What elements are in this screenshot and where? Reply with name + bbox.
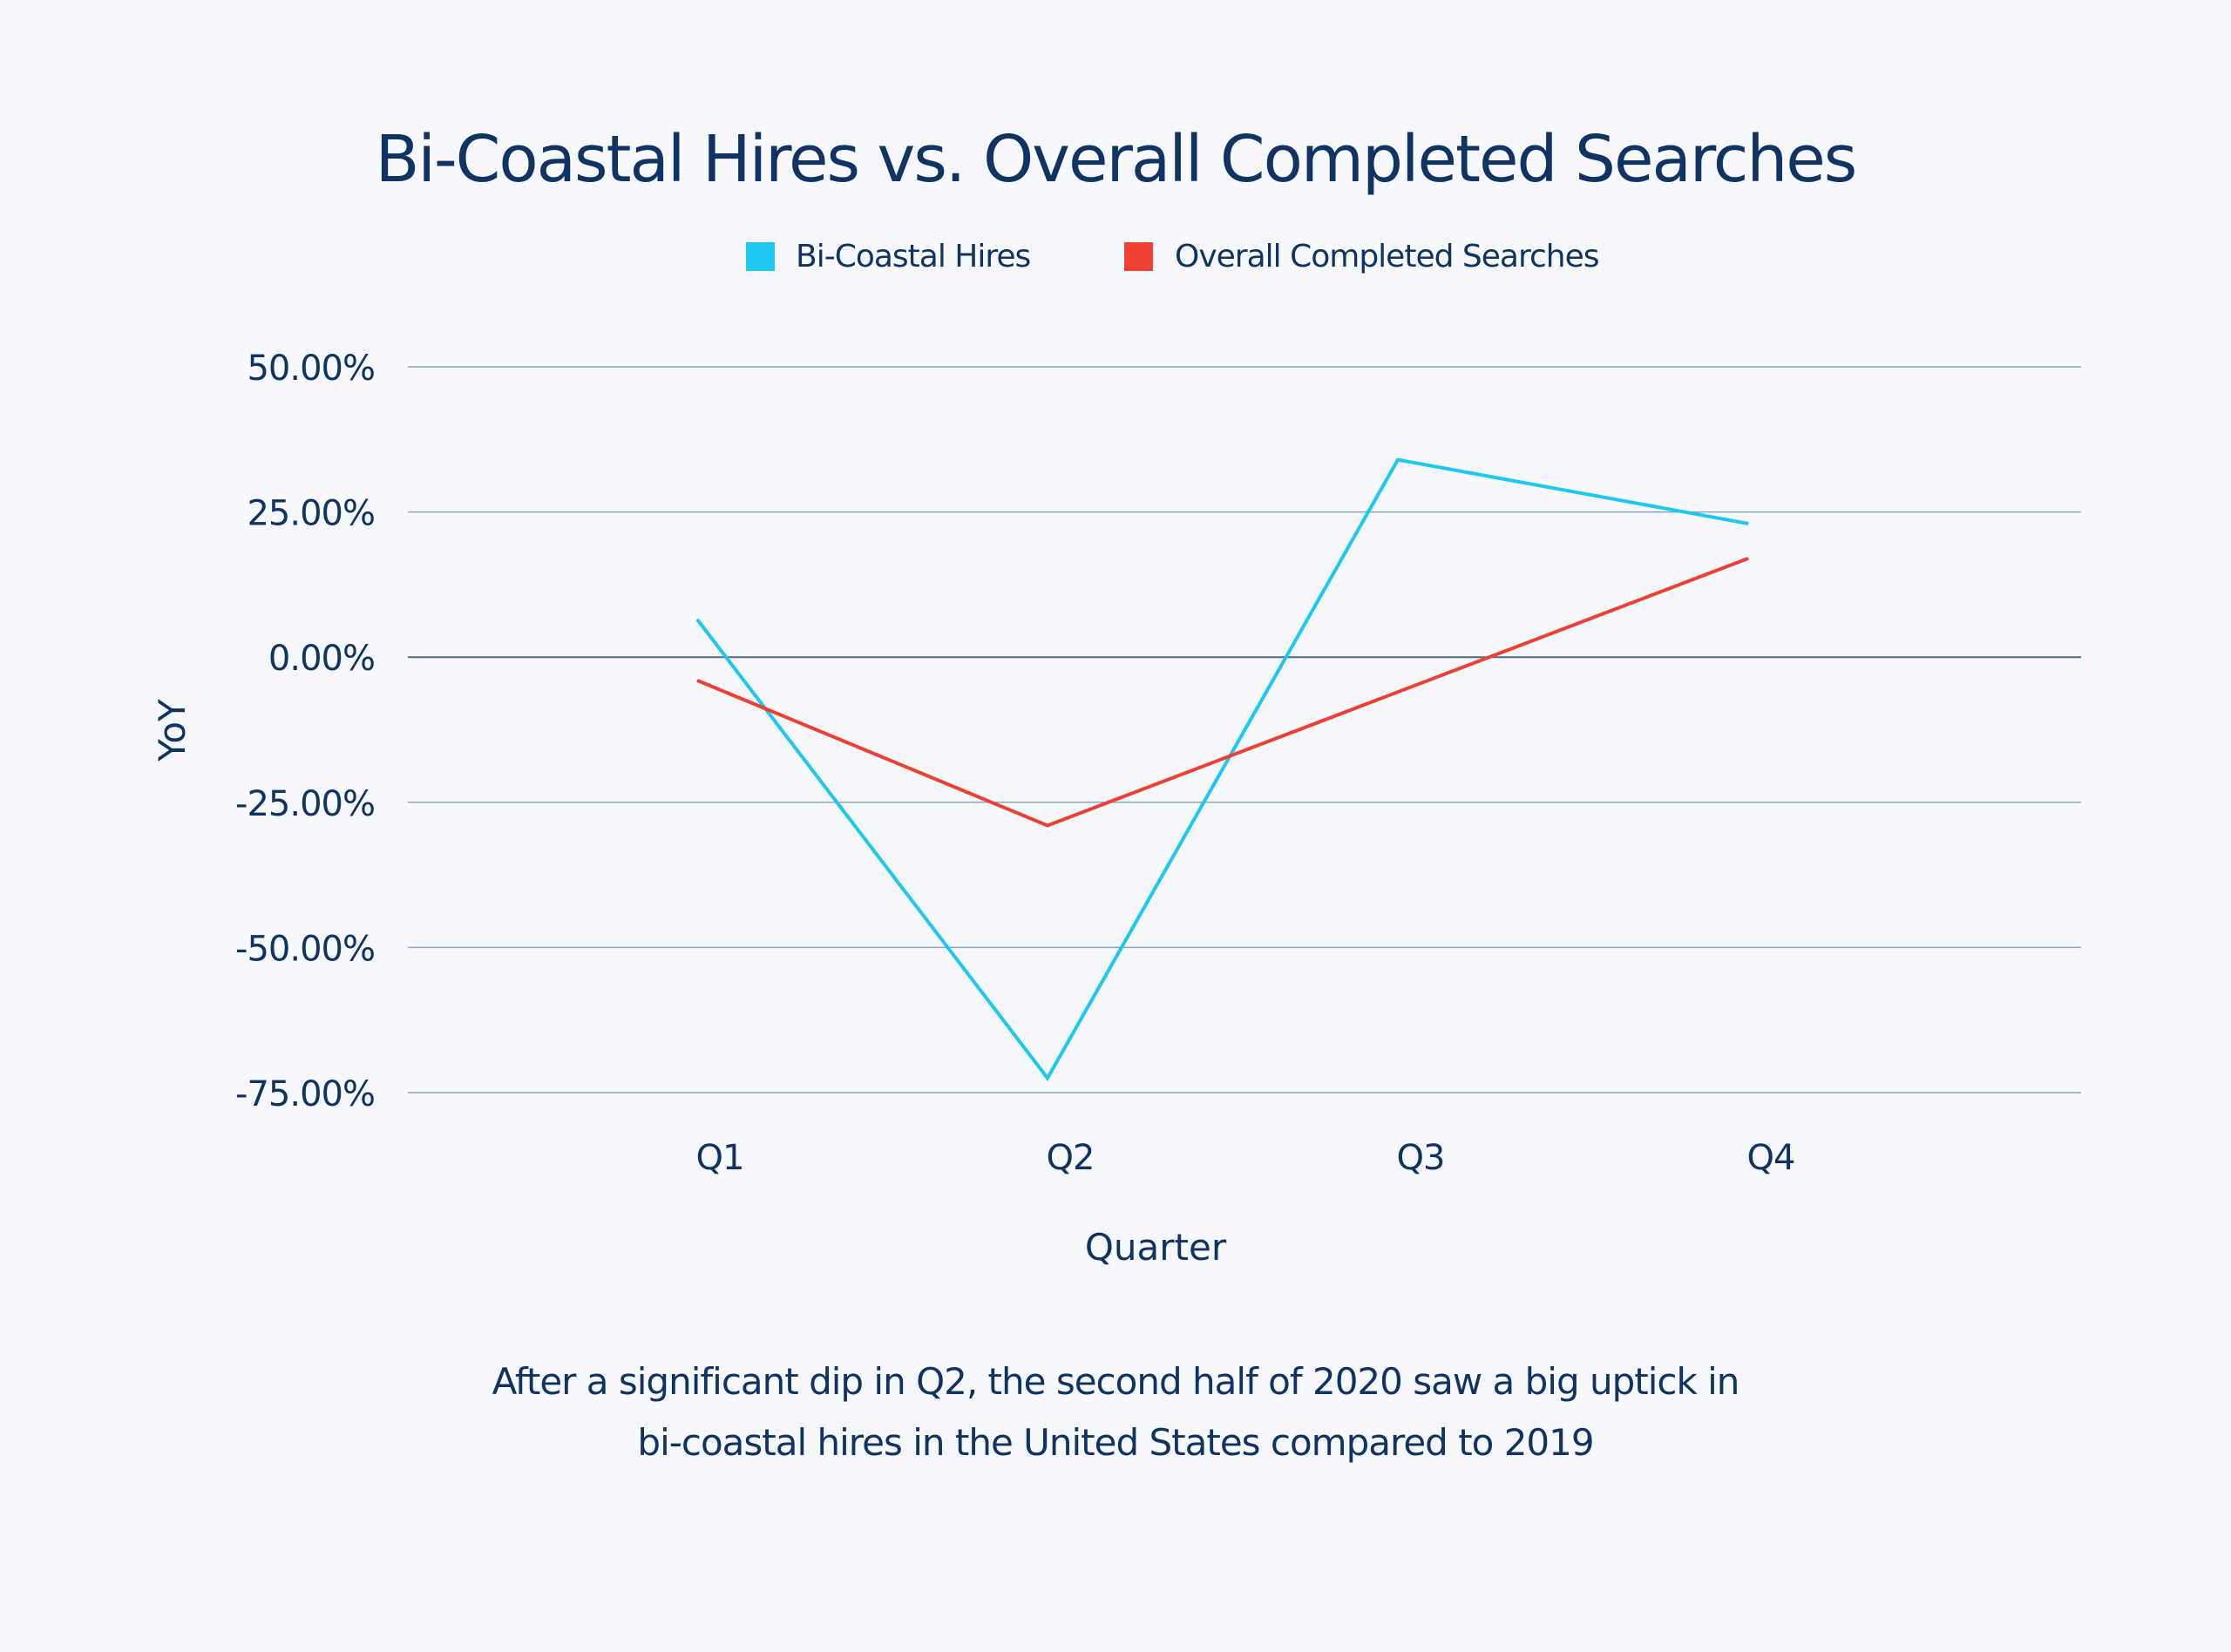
legend-label-overall-completed-searches: Overall Completed Searches	[1175, 239, 1598, 274]
x-tick-labels: Q1 Q2 Q3 Q4	[696, 1138, 1796, 1178]
grid-layer	[408, 366, 2081, 1093]
x-tick-label: Q2	[1047, 1138, 1095, 1178]
caption-line-2: bi-coastal hires in the United States co…	[637, 1421, 1593, 1464]
x-tick-label: Q1	[696, 1138, 744, 1178]
y-tick-label: -25.00%	[235, 784, 375, 824]
chart-legend: Bi-Coastal Hires Overall Completed Searc…	[746, 239, 1599, 274]
data-point	[1397, 459, 1399, 461]
series-line-1	[696, 557, 1749, 828]
series-layer	[695, 457, 1749, 1081]
data-point	[696, 619, 698, 620]
y-tick-label: -50.00%	[235, 929, 375, 969]
x-tick-label: Q3	[1397, 1138, 1445, 1178]
data-point	[1747, 558, 1749, 559]
legend-swatch-bi-coastal-hires	[746, 242, 775, 271]
caption-line-1: After a significant dip in Q2, the secon…	[492, 1360, 1739, 1403]
y-tick-label: 25.00%	[247, 494, 375, 534]
chart-title: Bi-Coastal Hires vs. Overall Completed S…	[376, 122, 1856, 197]
legend-swatch-overall-completed-searches	[1124, 242, 1153, 271]
series-line-0	[695, 457, 1749, 1081]
legend-label-bi-coastal-hires: Bi-Coastal Hires	[796, 239, 1030, 274]
y-tick-label: 0.00%	[268, 639, 375, 679]
x-tick-label: Q4	[1747, 1138, 1795, 1178]
data-point	[1747, 523, 1749, 525]
y-tick-label: -75.00%	[235, 1074, 375, 1114]
x-axis-title: Quarter	[1085, 1226, 1227, 1269]
y-tick-labels: 50.00% 25.00% 0.00% -25.00% -50.00% -75.00%	[235, 349, 376, 1114]
data-point	[1397, 691, 1399, 693]
y-tick-label: 50.00%	[247, 349, 375, 389]
y-axis-title: YoY	[151, 699, 193, 762]
